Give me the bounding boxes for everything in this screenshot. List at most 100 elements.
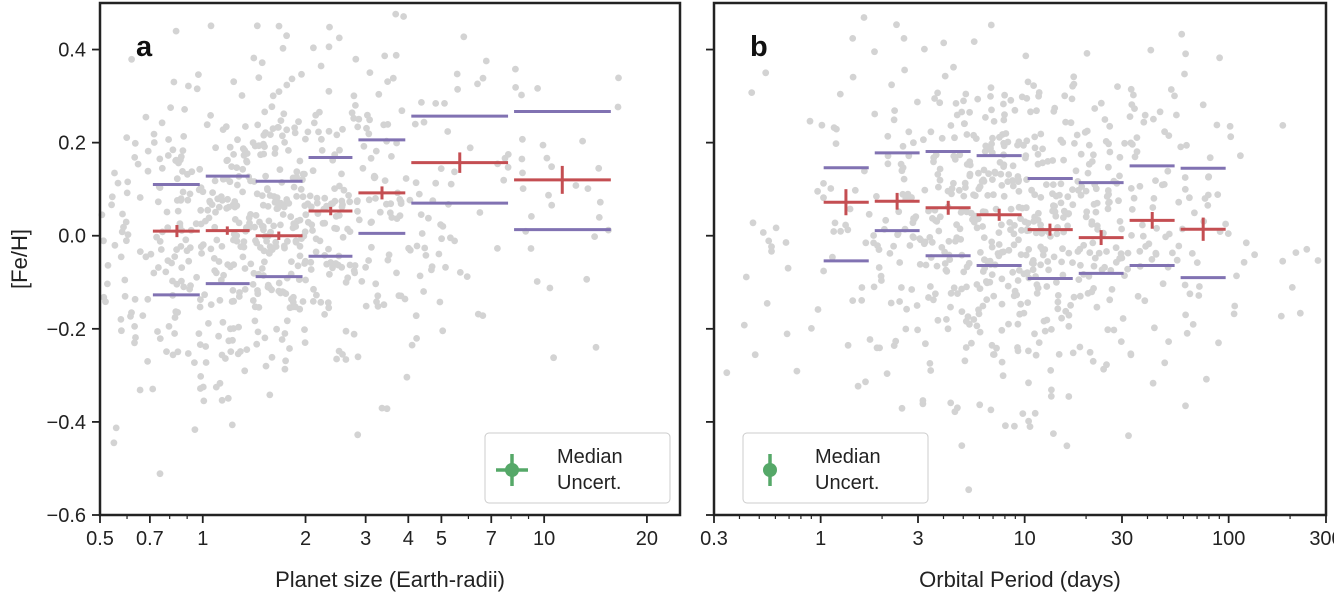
scatter-point (1033, 107, 1040, 115)
scatter-point (782, 239, 790, 246)
scatter-point (121, 292, 129, 300)
scatter-point (1112, 258, 1120, 266)
scatter-point (548, 201, 556, 209)
scatter-point (228, 298, 236, 305)
scatter-point (197, 373, 205, 380)
scatter-point (953, 234, 961, 242)
scatter-point (927, 367, 935, 374)
scatter-point (174, 207, 182, 215)
scatter-point (759, 229, 767, 236)
scatter-point (290, 220, 298, 228)
scatter-point (388, 153, 395, 160)
scatter-point (387, 200, 395, 208)
scatter-point (916, 261, 924, 268)
scatter-point (1162, 233, 1169, 241)
scatter-point (1001, 91, 1008, 99)
scatter-point (326, 23, 333, 31)
scatter-point (131, 323, 139, 330)
scatter-point (327, 200, 335, 208)
scatter-point (1195, 292, 1203, 299)
scatter-point (849, 73, 857, 81)
scatter-point (326, 270, 333, 278)
scatter-point (1186, 194, 1193, 202)
scatter-point (1175, 242, 1183, 250)
scatter-point (184, 350, 192, 357)
scatter-point (1026, 423, 1034, 430)
scatter-point (321, 311, 328, 318)
scatter-point (1251, 251, 1258, 259)
scatter-point (1183, 141, 1190, 149)
scatter-point (371, 172, 378, 180)
scatter-point (340, 186, 348, 194)
x-tick-label: 1 (197, 528, 208, 550)
scatter-point (871, 48, 878, 56)
scatter-point (256, 218, 263, 226)
scatter-point (198, 250, 206, 257)
scatter-point (420, 118, 428, 126)
scatter-point (951, 134, 958, 142)
scatter-point (154, 328, 161, 335)
scatter-point (313, 194, 321, 202)
scatter-point (283, 126, 291, 134)
scatter-point (177, 153, 185, 161)
scatter-point (985, 170, 992, 178)
scatter-point (1116, 172, 1123, 180)
scatter-point (1303, 245, 1311, 253)
scatter-point (367, 154, 375, 162)
scatter-point (281, 365, 289, 373)
scatter-point (1147, 46, 1155, 54)
scatter-point (1033, 289, 1041, 297)
scatter-point (212, 383, 220, 391)
scatter-point (1088, 158, 1096, 165)
scatter-point (1314, 257, 1322, 264)
scatter-point (1139, 232, 1147, 240)
y-tick-label: 0.0 (58, 226, 86, 248)
scatter-point (862, 239, 870, 247)
scatter-point (362, 263, 369, 271)
scatter-point (1014, 320, 1022, 328)
scatter-point (952, 100, 960, 107)
scatter-point (346, 261, 354, 269)
scatter-point (975, 169, 982, 177)
scatter-point (1177, 143, 1185, 151)
scatter-point (301, 170, 308, 178)
scatter-point (451, 168, 458, 176)
legend-b: Median Uncert. (742, 432, 929, 504)
scatter-point (174, 348, 182, 356)
scatter-point (1106, 122, 1114, 130)
scatter-point (289, 298, 297, 306)
scatter-point (979, 223, 986, 230)
scatter-point (268, 286, 275, 294)
scatter-point (474, 310, 482, 318)
scatter-point (1082, 213, 1090, 221)
scatter-point (1065, 393, 1073, 400)
scatter-point (118, 228, 126, 236)
scatter-point (1142, 243, 1149, 250)
scatter-point (1118, 225, 1125, 233)
scatter-point (131, 339, 138, 347)
scatter-point (308, 221, 316, 229)
scatter-point (1226, 122, 1234, 130)
scatter-point (252, 237, 259, 245)
scatter-point (266, 391, 274, 399)
scatter-point (1127, 185, 1135, 192)
scatter-point (974, 215, 982, 223)
scatter-point (358, 278, 366, 285)
scatter-point (849, 297, 857, 304)
scatter-point (1125, 432, 1132, 440)
scatter-point (266, 248, 274, 256)
scatter-point (987, 21, 995, 29)
scatter-point (1047, 367, 1055, 374)
scatter-point (1108, 286, 1116, 293)
x-axis-label-b: Orbital Period (days) (919, 567, 1121, 592)
scatter-point (1039, 159, 1046, 167)
scatter-point (229, 287, 237, 294)
scatter-point (837, 227, 844, 235)
scatter-point (144, 295, 152, 303)
scatter-point (900, 35, 908, 42)
scatter-point (527, 245, 535, 252)
scatter-point (969, 216, 976, 224)
scatter-point (384, 121, 392, 128)
scatter-point (836, 90, 844, 98)
scatter-point (195, 71, 202, 78)
